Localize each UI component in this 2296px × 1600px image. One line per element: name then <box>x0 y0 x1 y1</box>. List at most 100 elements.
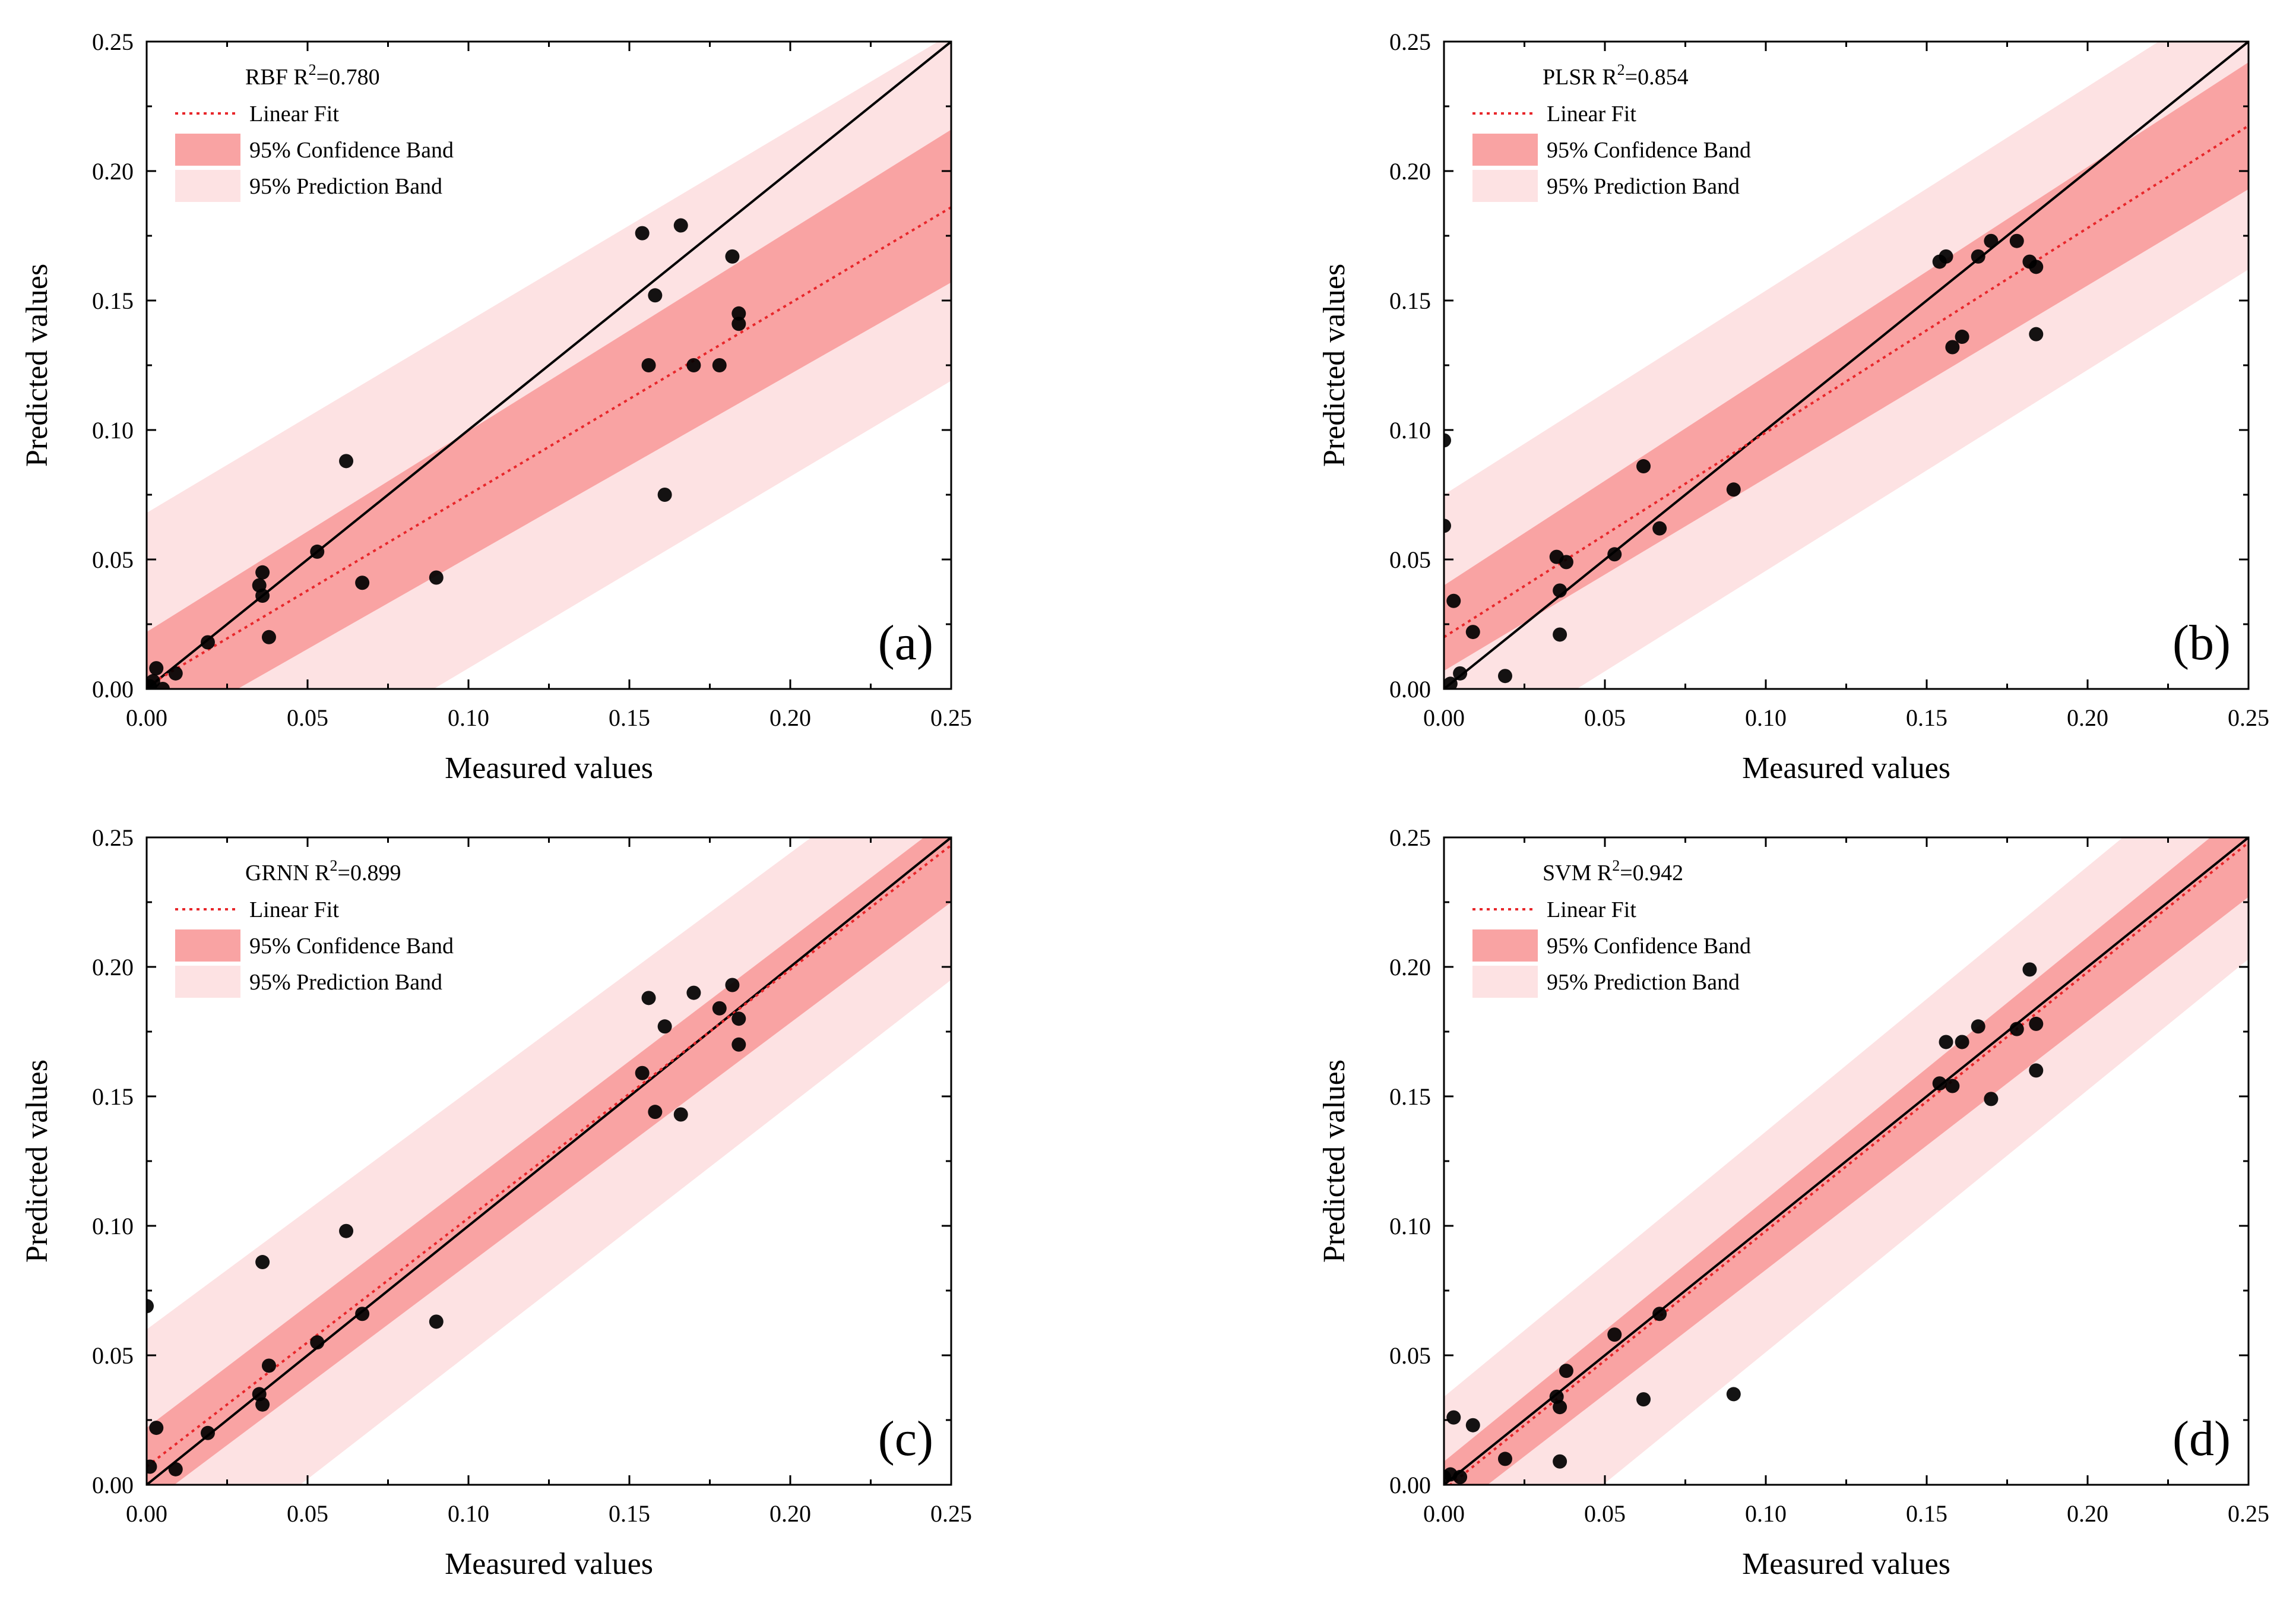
data-point <box>1553 627 1567 642</box>
legend-swatch-confidence-band <box>175 134 240 166</box>
r2-superscript: 2 <box>330 857 338 874</box>
model-r2-label: PLSR R2=0.854 <box>1543 61 1689 90</box>
x-tick-label: 0.05 <box>1584 1500 1626 1527</box>
data-point <box>147 1299 154 1314</box>
x-tick-label: 0.00 <box>1423 704 1465 731</box>
data-point <box>1726 1387 1741 1402</box>
data-point <box>1497 1452 1512 1466</box>
data-point <box>1955 330 1969 344</box>
legend-label-confidence-band: 95% Confidence Band <box>249 934 454 959</box>
linear-fit-line <box>1448 842 2249 1485</box>
y-tick-label: 0.15 <box>1389 287 1431 314</box>
r2-superscript: 2 <box>1612 857 1620 874</box>
r2-value: =0.899 <box>338 861 401 886</box>
plot-area <box>147 42 951 689</box>
y-tick-label: 0.05 <box>92 546 134 573</box>
data-point <box>2029 1063 2044 1078</box>
model-r2-label: SVM R2=0.942 <box>1543 857 1683 886</box>
panel-4: 0.00 0.05 0.10 0.15 0.20 0.25 0.00 0.05 0.10 0.15… <box>1318 824 2269 1581</box>
panel-3: 0.00 0.05 0.10 0.15 0.20 0.25 0.00 0.05 0.10 0.15… <box>20 824 972 1581</box>
legend-label-confidence-band: 95% Confidence Band <box>1547 934 1751 959</box>
data-point <box>168 1462 183 1476</box>
data-point <box>1607 1327 1622 1342</box>
x-tick-label: 0.10 <box>1745 1500 1787 1527</box>
data-point <box>1607 547 1622 562</box>
data-point <box>1984 233 1999 248</box>
data-point <box>339 454 354 469</box>
legend-label-confidence-band: 95% Confidence Band <box>249 138 454 163</box>
legend-label-linear-fit: Linear Fit <box>249 897 339 922</box>
data-point <box>355 576 370 590</box>
x-axis-title: Measured values <box>445 751 653 785</box>
y-axis-title: Predicted values <box>1318 1060 1351 1263</box>
y-tick-label: 0.05 <box>1389 1342 1431 1369</box>
data-point <box>1553 583 1567 598</box>
x-tick-label: 0.25 <box>930 1500 972 1527</box>
data-point <box>1559 555 1573 570</box>
data-point <box>648 288 663 303</box>
data-point <box>673 1107 688 1122</box>
y-tick-label: 0.05 <box>1389 546 1431 573</box>
y-tick-label: 0.15 <box>1389 1083 1431 1110</box>
y-tick-label: 0.15 <box>92 287 134 314</box>
panel-label: (b) <box>2173 615 2231 671</box>
legend-label-linear-fit: Linear Fit <box>1547 102 1636 127</box>
legend-label-linear-fit: Linear Fit <box>249 102 339 127</box>
x-axis-title: Measured values <box>445 1547 653 1581</box>
data-point <box>1444 518 1451 533</box>
confidence-band <box>147 129 951 689</box>
legend-label-confidence-band: 95% Confidence Band <box>1547 138 1751 163</box>
model-r2-label: RBF R2=0.780 <box>245 61 380 90</box>
r2-value: =0.780 <box>316 65 380 90</box>
plot-area <box>1444 42 2249 689</box>
y-tick-label: 0.10 <box>92 417 134 444</box>
data-point <box>149 1421 164 1435</box>
panel-1: 0.00 0.05 0.10 0.15 0.20 0.25 0.00 0.05 0.10 0.15… <box>20 29 972 785</box>
y-tick-label: 0.25 <box>92 29 134 55</box>
data-point <box>712 358 727 372</box>
model-name: RBF R <box>245 65 309 90</box>
data-point <box>355 1307 370 1321</box>
y-tick-label: 0.25 <box>1389 824 1431 851</box>
data-point <box>712 1001 727 1016</box>
data-point <box>200 1425 215 1440</box>
legend: GRNN R2=0.899 Linear Fit 95% Confidence Ba… <box>175 857 454 998</box>
legend-swatch-prediction-band <box>1472 966 1538 998</box>
y-axis-title: Predicted values <box>20 264 54 467</box>
x-tick-label: 0.00 <box>1423 1500 1465 1527</box>
data-point <box>261 1358 276 1373</box>
x-tick-label: 0.15 <box>1906 1500 1947 1527</box>
data-point <box>1446 1410 1461 1425</box>
y-axis-title: Predicted values <box>20 1060 54 1263</box>
identity-line <box>147 42 951 689</box>
legend-swatch-prediction-band <box>1472 170 1538 202</box>
x-tick-label: 0.15 <box>1906 704 1947 731</box>
x-tick-label: 0.05 <box>287 704 328 731</box>
data-point <box>2022 962 2037 977</box>
data-point <box>1453 1469 1468 1484</box>
data-point <box>339 1223 354 1238</box>
data-point <box>156 682 170 689</box>
x-tick-label: 0.15 <box>609 1500 650 1527</box>
data-point <box>2029 327 2044 341</box>
y-tick-label: 0.25 <box>1389 29 1431 55</box>
y-tick-label: 0.15 <box>92 1083 134 1110</box>
linear-fit-line <box>1444 125 2249 638</box>
data-point <box>255 589 270 603</box>
y-tick-label: 0.00 <box>1389 1472 1431 1498</box>
linear-fit-line <box>147 844 951 1468</box>
data-point <box>1955 1035 1969 1049</box>
data-point <box>1465 625 1480 640</box>
data-point <box>1444 676 1458 689</box>
data-point <box>673 218 688 233</box>
data-point <box>686 985 701 1000</box>
data-point <box>1945 340 1960 355</box>
data-point <box>686 358 701 372</box>
x-axis-title: Measured values <box>1742 1547 1950 1581</box>
identity-line <box>1444 837 2249 1485</box>
data-point <box>1945 1079 1960 1093</box>
data-point <box>147 673 160 688</box>
data-point <box>1465 1418 1480 1433</box>
y-tick-label: 0.10 <box>1389 417 1431 444</box>
data-point <box>1939 249 1953 264</box>
